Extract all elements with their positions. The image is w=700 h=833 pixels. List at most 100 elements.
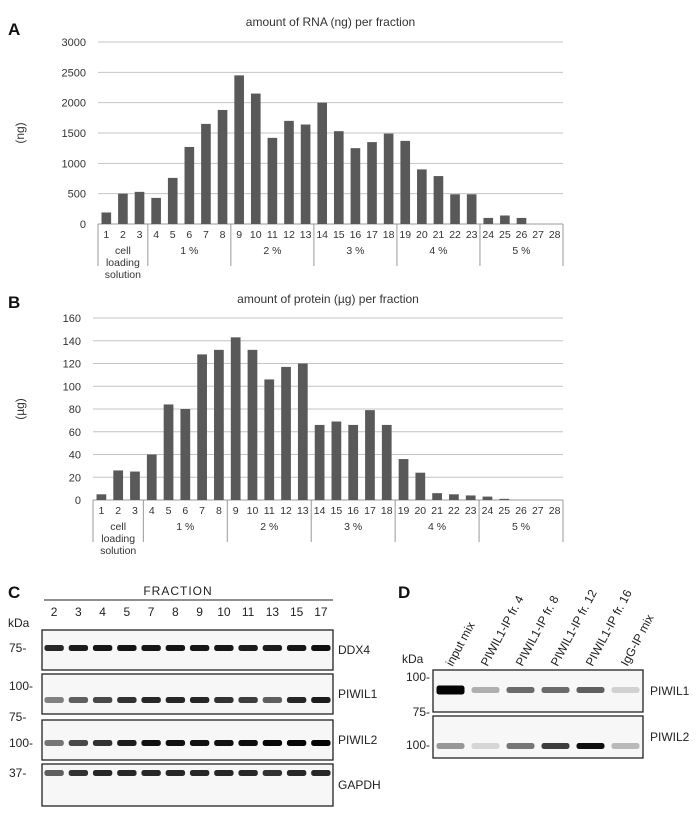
y-tick-label: 20 [69,472,81,484]
band [436,685,465,695]
x-tick-label: 7 [203,229,209,241]
y-tick-label: 120 [63,359,81,371]
bar [433,176,444,224]
band [189,770,210,776]
blot-frame [432,715,644,759]
x-tick-label: 12 [283,229,295,241]
x-tick-label: 11 [264,505,275,517]
lane-label: 11 [242,605,255,619]
bar [151,197,161,224]
band [117,645,137,651]
rna-bar-chart: amount of RNA (ng) per fraction (ng) 0 500 1… [13,15,564,281]
bar [348,424,359,500]
bar [284,120,294,224]
x-tick-label: 12 [280,505,292,517]
band [506,687,535,693]
band [286,697,307,703]
protein-label: GAPDH [338,778,381,792]
band [92,770,113,776]
band [44,770,64,776]
group-label: 1 % [176,521,194,533]
kda-marker: 75- [9,710,26,724]
x-tick-label: 19 [398,505,410,517]
kda-marker: 100- [9,679,33,693]
panel-letter-a: A [8,20,20,39]
bar [113,470,124,500]
protein-label: PIWIL2 [650,730,690,744]
band [238,645,258,651]
group-label: cell loading solution [105,245,141,281]
band [68,770,89,776]
band [44,645,64,651]
x-tick-label: 20 [414,505,426,517]
lane-label: 4 [99,605,106,619]
y-tick-label: 1000 [62,158,86,170]
band [214,645,234,651]
x-tick-label: 6 [182,505,188,517]
y-tick-label: 40 [69,450,81,462]
bar [450,194,460,224]
group-label-line: solution [105,269,141,281]
bar [267,137,278,224]
group-label: 3 % [346,245,364,257]
bar [180,409,191,500]
blot-frame [41,719,334,761]
x-tick-label: 5 [166,505,172,517]
x-tick-label: 9 [233,505,239,517]
bar [130,471,140,500]
bar [214,349,224,500]
x-tick-label: 1 [98,505,104,517]
x-tick-label: 9 [236,229,242,241]
band [214,697,234,703]
bar [134,191,145,224]
band [262,740,283,746]
x-tick-label: 17 [364,505,376,517]
bar [281,366,291,500]
bar [234,75,244,224]
x-tick-label: 5 [170,229,176,241]
protein-label: PIWIL1 [338,687,378,701]
bar [432,493,442,500]
group-label: 4 % [429,245,447,257]
x-tick-label: 4 [153,229,159,241]
x-tick-label: 10 [247,505,259,517]
group-label: 4 % [428,521,446,533]
lane-label: 7 [148,605,155,619]
band [471,687,500,693]
x-tick-label: 20 [416,229,428,241]
band [68,740,89,746]
y-tick-label: 0 [75,495,81,507]
kda-marker: 100- [406,738,430,752]
lane-label: 5 [124,605,131,619]
x-tick-label: 14 [316,229,328,241]
lane-label: 9 [196,605,203,619]
lane-label: 15 [290,605,304,619]
x-tick-label: 3 [132,505,138,517]
band [68,645,89,651]
band [141,697,161,703]
band [44,740,64,746]
x-tick-label: 19 [399,229,411,241]
group-label: 5 % [512,245,530,257]
band [286,740,307,746]
x-tick-label: 4 [149,505,155,517]
x-tick-label: 8 [216,505,222,517]
protein-bar-chart: amount of protein (µg) per fraction (µg) 0… [13,292,564,557]
bar [482,496,493,500]
bar [365,410,375,500]
x-tick-label: 25 [499,229,511,241]
band [214,740,234,746]
band [117,740,137,746]
kda-label: kDa [402,652,424,666]
x-tick-label: 14 [314,505,326,517]
y-axis-label: (µg) [13,398,27,420]
band [141,740,161,746]
band [238,770,258,776]
bar [264,379,275,500]
x-tick-label: 25 [498,505,510,517]
x-tick-label: 7 [199,505,205,517]
x-tick-label: 15 [333,229,345,241]
bar [247,349,258,500]
bar [398,459,409,500]
x-tick-label: 13 [297,505,309,517]
